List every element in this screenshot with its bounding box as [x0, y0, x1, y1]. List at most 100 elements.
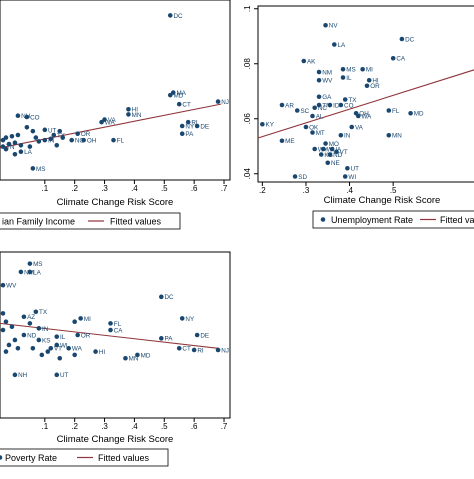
- data-point: [279, 102, 285, 108]
- data-point: [355, 113, 361, 119]
- point-label: LA: [24, 149, 33, 156]
- data-point: [102, 117, 107, 122]
- point-label: WI: [60, 342, 68, 349]
- point-label: KS: [42, 337, 50, 344]
- data-point: [323, 141, 328, 146]
- data-point: [158, 336, 164, 341]
- data-point: [386, 132, 392, 138]
- data-point: [338, 102, 344, 108]
- data-point: [12, 337, 18, 343]
- data-point: [12, 140, 18, 146]
- x-tick-label: .6: [191, 184, 198, 193]
- data-point: [27, 144, 33, 149]
- data-point: [36, 139, 42, 144]
- data-point: [386, 108, 392, 113]
- data-point: [191, 347, 197, 353]
- point-label: MD: [173, 93, 183, 100]
- point-label: MS: [346, 67, 355, 74]
- data-point: [75, 332, 80, 338]
- point-label: AR: [285, 102, 294, 109]
- data-point: [327, 102, 333, 108]
- data-point: [176, 101, 182, 107]
- point-label: DC: [164, 294, 174, 301]
- data-point: [30, 128, 36, 134]
- x-axis-label: Climate Change Risk Score: [57, 434, 174, 445]
- point-label: WV: [322, 78, 333, 85]
- legend-marker-icon: [0, 455, 3, 460]
- y-tick-label: .1: [243, 5, 252, 12]
- point-label: MA: [176, 90, 186, 97]
- legend-marker-icon: [320, 217, 326, 222]
- point-label: RI: [197, 347, 204, 354]
- point-label: MN: [132, 112, 142, 119]
- data-point: [75, 131, 80, 137]
- data-point: [179, 123, 185, 129]
- data-point: [312, 146, 317, 152]
- data-point: [54, 334, 60, 339]
- data-point: [15, 132, 21, 138]
- point-label: TX: [348, 97, 357, 104]
- data-point: [27, 269, 33, 275]
- point-label: DE: [200, 123, 209, 130]
- point-label: NM: [322, 69, 332, 76]
- point-label: OR: [370, 83, 380, 90]
- fit-line-group: [257, 69, 474, 139]
- point-label: RI: [191, 120, 198, 127]
- data-point: [399, 36, 405, 42]
- point-label: CA: [114, 327, 124, 334]
- x-tick-label: .7: [221, 422, 228, 431]
- data-point: [327, 152, 333, 157]
- x-ticks: .1 .2 .3 .4 .5 .6 .7: [41, 180, 228, 193]
- point-label: GA: [322, 94, 332, 101]
- point-label: PA: [185, 131, 194, 138]
- point-label: UT: [60, 372, 69, 379]
- point-label: VA: [355, 124, 364, 131]
- point-label: FL: [114, 321, 122, 328]
- panel-median-family-income: .1.2.3.4.5.6.7 DCMAMDNJCTHINHCOMNVAWARIN…: [0, 0, 231, 230]
- legend-fit-label: Fitted values: [98, 453, 150, 463]
- data-point: [194, 332, 200, 338]
- point-label: NJ: [221, 347, 229, 354]
- point-label: VT: [340, 149, 348, 156]
- data-point: [30, 345, 36, 351]
- data-point: [42, 137, 48, 143]
- data-point: [108, 327, 113, 333]
- data-point: [303, 124, 309, 130]
- data-point: [0, 144, 6, 149]
- x-axis-label: Climate Change Risk Score: [324, 195, 441, 206]
- point-label: NH: [18, 372, 28, 379]
- point-label: MI: [84, 316, 91, 323]
- x-tick-label: .2: [259, 186, 266, 195]
- point-label: OR: [81, 332, 91, 339]
- point-label: LA: [338, 42, 347, 49]
- data-point: [18, 142, 24, 148]
- data-point: [42, 127, 48, 133]
- legend-box: [312, 210, 474, 229]
- data-point: [323, 22, 328, 28]
- data-point: [30, 166, 36, 171]
- point-label: MO: [329, 141, 339, 148]
- data-point: [3, 349, 9, 354]
- legend-marker-label: Unemployment Rate: [331, 215, 413, 225]
- data-point: [9, 324, 15, 330]
- x-tick-label: .4: [131, 184, 138, 193]
- point-label: ND: [333, 152, 343, 159]
- data-point: [338, 132, 344, 138]
- x-tick-label: .2: [71, 422, 78, 431]
- data-point: [310, 113, 315, 119]
- data-point: [194, 123, 200, 129]
- point-label: WY: [318, 146, 329, 153]
- data-point: [78, 316, 83, 321]
- data-point: [170, 90, 176, 95]
- axis-ticks: .2 .3 .4 .5 .04 .06 .08 .1: [243, 5, 397, 195]
- point-label: WA: [361, 113, 372, 120]
- data-point: [39, 352, 45, 358]
- x-axis-label: Climate Change Risk Score: [57, 197, 174, 208]
- points-group: DCMAMDNJCTHINHCOMNVAWARINYDEUTPATXORINNC…: [0, 13, 229, 173]
- x-tick-label: .3: [303, 186, 310, 195]
- data-point: [15, 113, 21, 119]
- point-label: CO: [30, 114, 40, 121]
- data-point: [260, 121, 265, 127]
- point-label: AL: [316, 113, 324, 120]
- data-point: [57, 355, 63, 361]
